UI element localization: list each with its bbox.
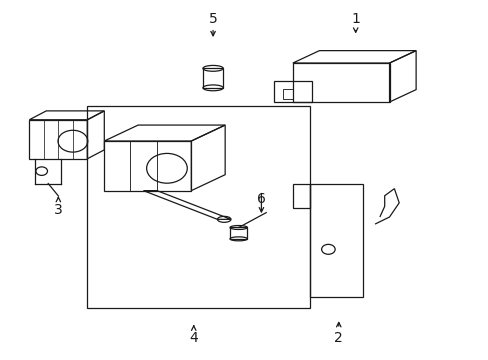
Text: 2: 2 — [334, 331, 343, 345]
Text: 4: 4 — [189, 331, 198, 345]
Text: 3: 3 — [54, 203, 62, 217]
Text: 5: 5 — [208, 12, 217, 26]
Text: 1: 1 — [350, 12, 359, 26]
Bar — [87, 105, 309, 307]
Text: 6: 6 — [257, 193, 265, 207]
